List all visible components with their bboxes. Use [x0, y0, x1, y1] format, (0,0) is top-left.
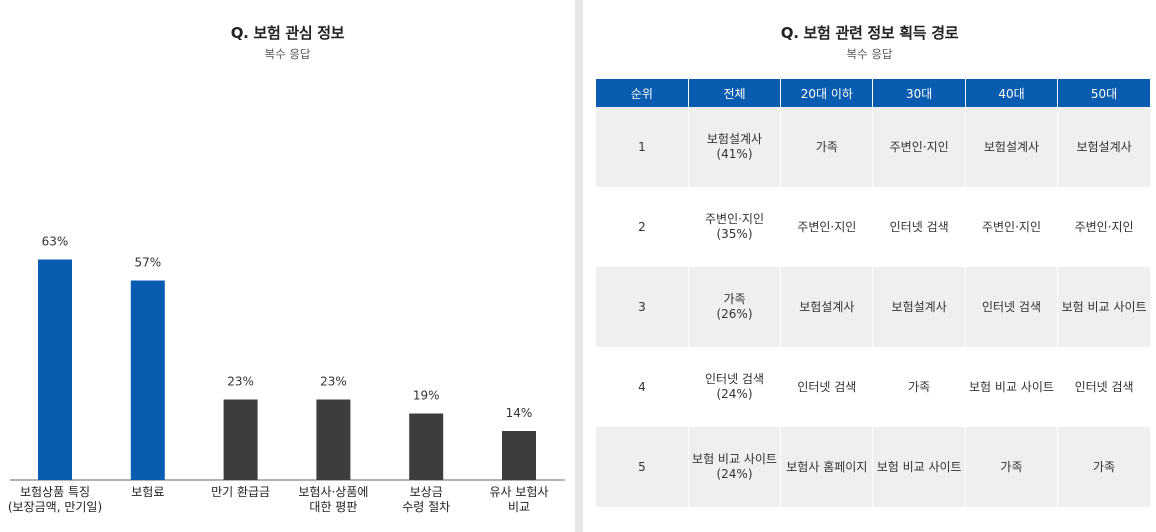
- age-30s-cell: 주변인·지인: [872, 107, 966, 187]
- chart-panel: Q. 보험 관심 정보 복수 응답 63% 보험상품 특징 (보장금액, 만기일) 5…: [0, 0, 575, 532]
- age-30s-cell: 보험 비교 사이트: [872, 427, 966, 507]
- category-label: 만기 환급금: [211, 485, 270, 499]
- panel-divider: [575, 0, 583, 532]
- header-20s: 20대 이하: [780, 79, 874, 107]
- header-50s: 50대: [1057, 79, 1150, 107]
- category-label: 보험사·상품에: [298, 485, 368, 499]
- chart-subtitle: 복수 응답: [264, 47, 311, 61]
- bar: [130, 280, 165, 480]
- age-40s-cell: 주변인·지인: [965, 187, 1059, 267]
- table-row: 5 보험 비교 사이트 (24%) 보험사 홈페이지 보험 비교 사이트 가족 …: [596, 427, 1150, 507]
- category-label: 대한 평판: [309, 500, 357, 514]
- bar: [316, 399, 351, 480]
- bar-value-label: 23%: [320, 375, 347, 389]
- age-20s-cell: 가족: [780, 107, 874, 187]
- bar: [502, 431, 536, 480]
- bar: [223, 399, 258, 480]
- total-cell: 주변인·지인 (35%): [688, 187, 782, 267]
- category-label: 비교: [508, 500, 530, 514]
- category-label: 보상금: [410, 485, 443, 499]
- age-50s-cell: 보험 비교 사이트: [1057, 267, 1150, 347]
- age-30s-cell: 인터넷 검색: [872, 187, 966, 267]
- age-20s-cell: 보험설계사: [780, 267, 874, 347]
- table-title: Q. 보험 관련 정보 획득 경로: [780, 24, 959, 42]
- age-50s-cell: 가족: [1057, 427, 1150, 507]
- bar-chart: 63% 보험상품 특징(보장금액, 만기일) 57% 보험료 23% 만기 환급금 23% 보…: [8, 235, 565, 514]
- rank-cell: 1: [596, 107, 689, 187]
- chart-title: Q. 보험 관심 정보: [230, 24, 345, 42]
- rank-cell: 5: [596, 427, 689, 507]
- age-40s-cell: 보험 비교 사이트: [965, 347, 1059, 427]
- header-40s: 40대: [965, 79, 1059, 107]
- rank-cell: 2: [596, 187, 689, 267]
- table-row: 1 보험설계사 (41%) 가족 주변인·지인 보험설계사 보험설계사: [596, 107, 1150, 187]
- age-40s-cell: 인터넷 검색: [965, 267, 1059, 347]
- table-row: 3 가족 (26%) 보험설계사 보험설계사 인터넷 검색 보험 비교 사이트: [596, 267, 1150, 347]
- table-header-row: 순위 전체 20대 이하 30대 40대 50대: [596, 79, 1150, 107]
- age-20s-cell: 인터넷 검색: [780, 347, 874, 427]
- age-40s-cell: 가족: [965, 427, 1059, 507]
- age-20s-cell: 보험사 홈페이지: [780, 427, 874, 507]
- table-row: 4 인터넷 검색 (24%) 인터넷 검색 가족 보험 비교 사이트 인터넷 검…: [596, 347, 1150, 427]
- age-30s-cell: 가족: [872, 347, 966, 427]
- bar-value-label: 57%: [134, 256, 161, 270]
- total-cell: 보험설계사 (41%): [688, 107, 782, 187]
- table-panel: Q. 보험 관련 정보 획득 경로 복수 응답 순위 전체 20대 이하 30대…: [583, 0, 1156, 532]
- category-label: 보험상품 특징: [20, 485, 90, 499]
- total-cell: 가족 (26%): [688, 267, 782, 347]
- category-label: (보장금액, 만기일): [8, 500, 102, 514]
- bar-value-label: 19%: [413, 389, 440, 403]
- age-50s-cell: 주변인·지인: [1057, 187, 1150, 267]
- bar: [409, 413, 444, 480]
- age-50s-cell: 보험설계사: [1057, 107, 1150, 187]
- header-total: 전체: [688, 79, 782, 107]
- table-subtitle: 복수 응답: [846, 47, 893, 61]
- rank-cell: 3: [596, 267, 689, 347]
- category-label: 수령 절차: [402, 500, 450, 514]
- total-cell: 인터넷 검색 (24%): [688, 347, 782, 427]
- bar-value-label: 23%: [227, 375, 254, 389]
- bar-value-label: 14%: [506, 406, 533, 420]
- age-20s-cell: 주변인·지인: [780, 187, 874, 267]
- header-rank: 순위: [596, 79, 689, 107]
- rank-cell: 4: [596, 347, 689, 427]
- bar-value-label: 63%: [42, 235, 69, 249]
- bar: [38, 259, 72, 480]
- total-cell: 보험 비교 사이트 (24%): [688, 427, 782, 507]
- info-source-table: 순위 전체 20대 이하 30대 40대 50대 1 보험설계사 (41%) 가…: [596, 79, 1150, 507]
- age-30s-cell: 보험설계사: [872, 267, 966, 347]
- age-40s-cell: 보험설계사: [965, 107, 1059, 187]
- category-label: 보험료: [131, 485, 164, 499]
- age-50s-cell: 인터넷 검색: [1057, 347, 1150, 427]
- header-30s: 30대: [872, 79, 966, 107]
- table-row: 2 주변인·지인 (35%) 주변인·지인 인터넷 검색 주변인·지인 주변인·…: [596, 187, 1150, 267]
- category-label: 유사 보험사: [489, 485, 548, 499]
